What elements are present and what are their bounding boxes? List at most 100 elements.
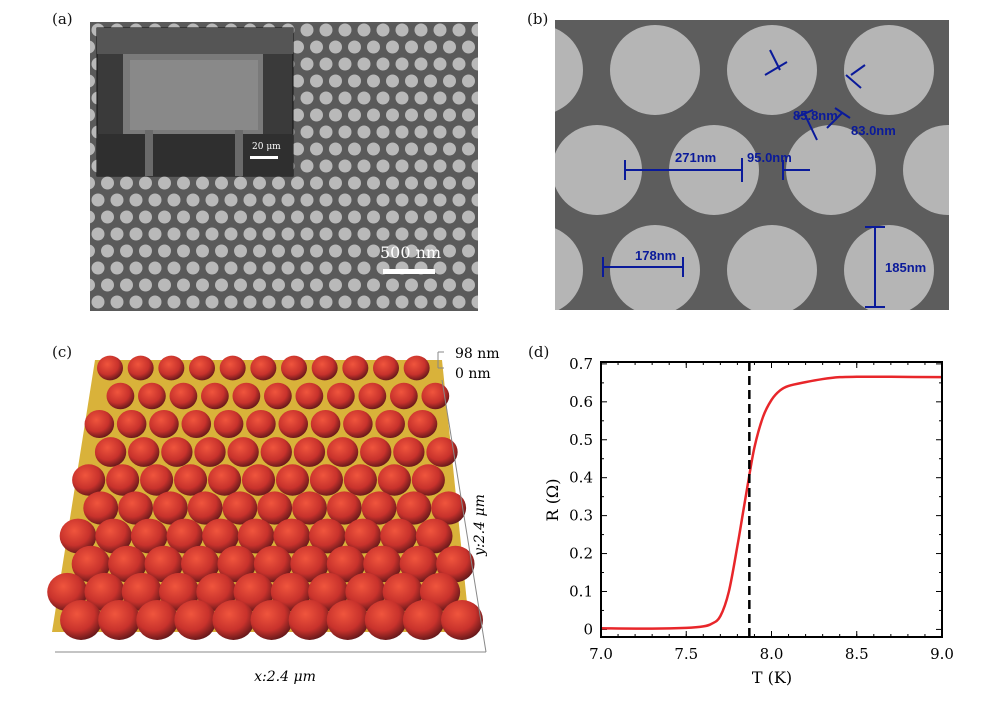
pillar [138, 382, 166, 410]
nanodot [414, 23, 428, 37]
x-tick-label: 8.0 [760, 645, 784, 663]
nanodot [367, 278, 380, 292]
nanodot [433, 23, 447, 37]
nanodot [727, 225, 817, 310]
pillar [201, 382, 229, 410]
nanodot [90, 210, 95, 224]
pillar [310, 409, 341, 439]
nanodot [452, 193, 466, 207]
nanodot [357, 125, 371, 139]
pillar [288, 600, 331, 640]
nanodot [452, 159, 466, 173]
pillar [396, 491, 432, 525]
nanodot [367, 40, 380, 54]
nanodot [405, 74, 418, 88]
nanodot [433, 193, 447, 207]
nanodot [186, 227, 200, 241]
nanodot [243, 193, 257, 207]
nanodot [367, 244, 380, 258]
nanodot [158, 176, 171, 190]
pillar [202, 518, 239, 554]
nanodot [471, 295, 478, 309]
pillar [140, 464, 174, 496]
nanodot [205, 227, 219, 241]
pillar [237, 518, 275, 554]
inset-scale-bar [250, 156, 278, 159]
nanodot [405, 278, 418, 292]
pillar [189, 355, 215, 381]
nanodot [357, 227, 371, 241]
nanodot [243, 261, 257, 275]
pillar [161, 437, 193, 467]
nanodot [310, 278, 323, 292]
nanodot [433, 227, 447, 241]
nanodot [310, 40, 323, 54]
nanodot [300, 125, 314, 139]
nanodot [348, 176, 361, 190]
nanodot [443, 244, 456, 258]
pillar [71, 545, 111, 583]
nanodot [319, 91, 333, 105]
nanodot [433, 125, 447, 139]
pillar [290, 545, 329, 583]
x-tick-label: 7.5 [674, 645, 698, 663]
inset-image: 20 μm [96, 27, 294, 177]
pillar [380, 518, 417, 554]
nanodot [329, 244, 342, 258]
x-axis-title: T (K) [752, 668, 792, 687]
pillar [377, 464, 411, 496]
nanodot [471, 125, 478, 139]
nanodot [329, 176, 342, 190]
nanodot [310, 244, 323, 258]
nanodot [90, 142, 95, 156]
nanodot [903, 125, 949, 215]
nanodot [167, 261, 181, 275]
nanodot [395, 295, 409, 309]
afm-3d-image: 98 nm 0 nm y:2.4 μm x:2.4 μm [47, 346, 500, 685]
pillar [364, 600, 407, 640]
nanodot [395, 227, 409, 241]
nanodot [90, 244, 95, 258]
nanodot [452, 57, 466, 71]
nanodot [338, 193, 352, 207]
pillar [309, 518, 346, 554]
pillar [227, 437, 259, 467]
nanodot [224, 227, 238, 241]
x-tick-label: 7.0 [589, 645, 613, 663]
nanodot [405, 108, 418, 122]
pillar [326, 600, 369, 640]
pillar [415, 518, 453, 554]
pillar [108, 545, 147, 583]
pillar [375, 409, 405, 439]
z-min-label: 0 nm [455, 366, 491, 382]
nanodot [291, 142, 304, 156]
nanodot [148, 261, 162, 275]
nanodot [281, 261, 295, 275]
pillar [326, 545, 366, 583]
nanodot [329, 108, 342, 122]
nanodot [291, 210, 304, 224]
x-axis-label: x:2.4 μm [254, 669, 316, 685]
nanodot [291, 108, 304, 122]
nanodot [424, 210, 437, 224]
nanodot [319, 295, 333, 309]
nanodot [90, 74, 95, 88]
nanodot [462, 74, 475, 88]
nanodot [120, 210, 133, 224]
nanodot [462, 142, 475, 156]
nanodot [471, 91, 478, 105]
nanodot [424, 176, 437, 190]
nanodot [424, 142, 437, 156]
nanodot [386, 142, 399, 156]
nanodot [433, 261, 447, 275]
nanodot [101, 176, 114, 190]
nanodot [405, 176, 418, 190]
nanodot [329, 142, 342, 156]
nanodot [148, 295, 162, 309]
pillar [326, 382, 355, 410]
nanodot [844, 25, 934, 115]
nanodot [167, 193, 181, 207]
pillar [399, 545, 439, 583]
nanodot [281, 295, 295, 309]
nanodot [300, 295, 314, 309]
